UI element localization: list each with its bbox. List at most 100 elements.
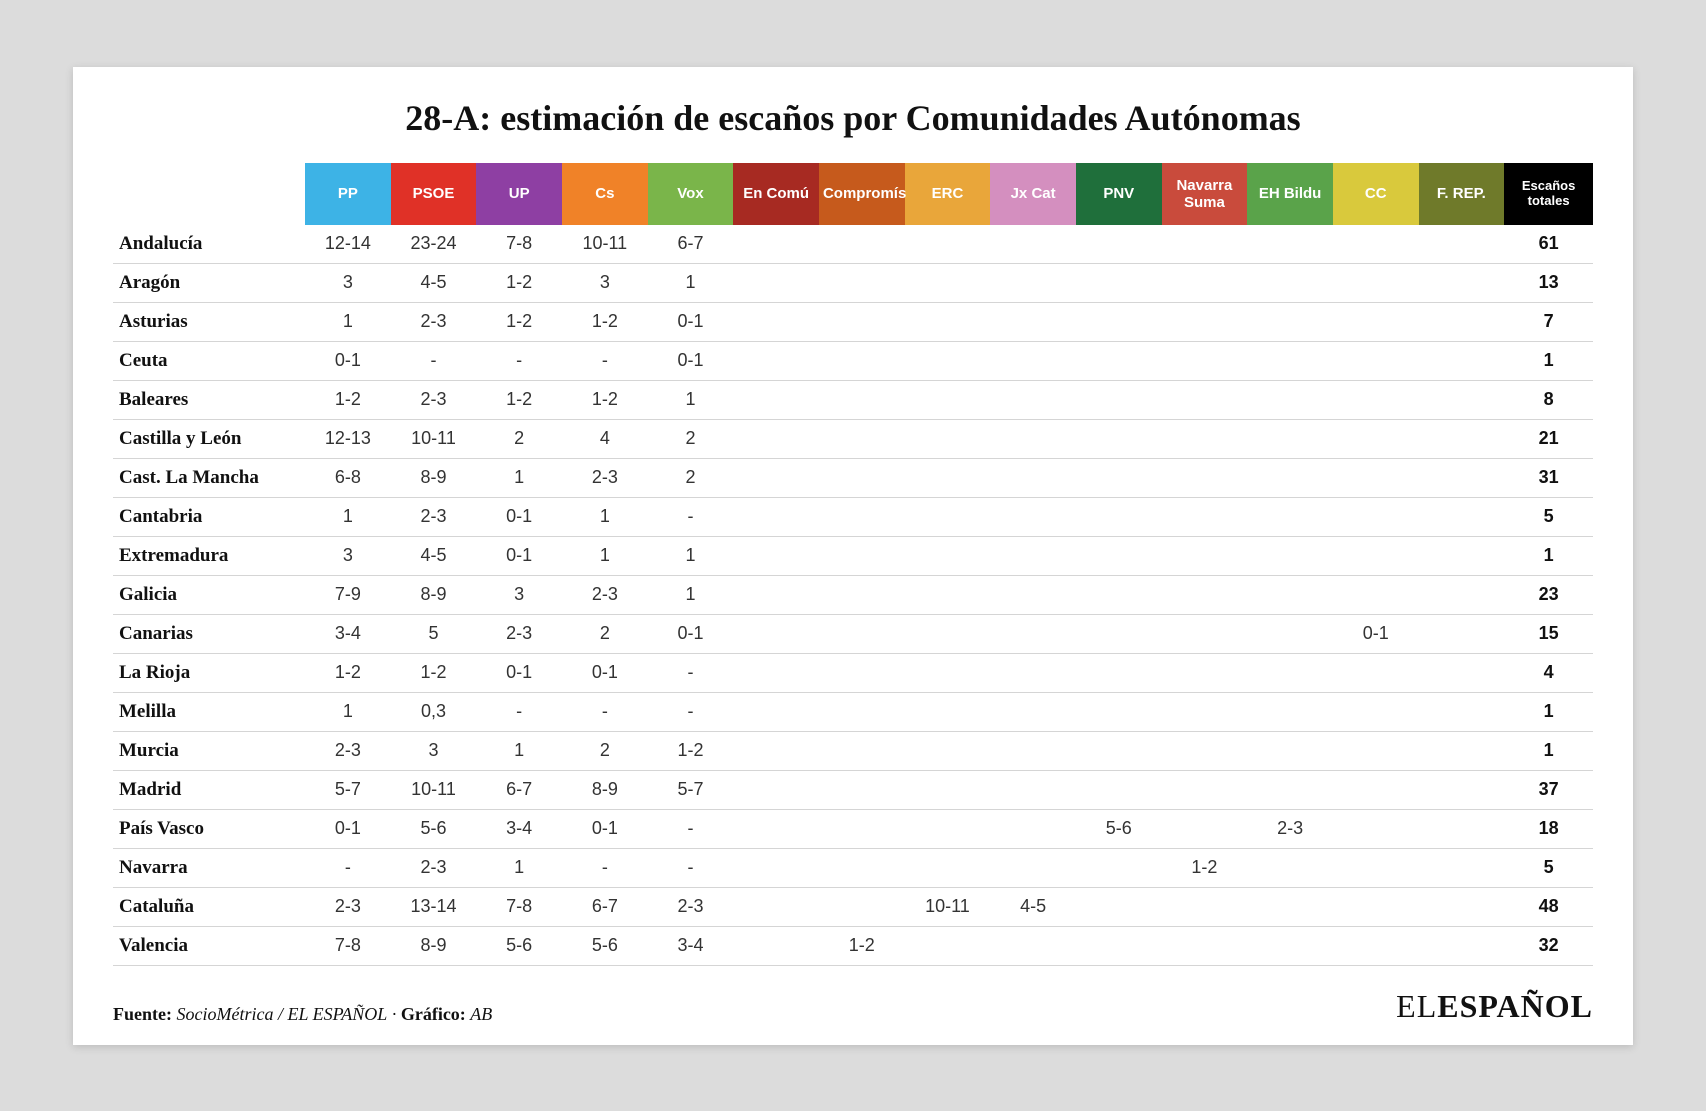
cell-erc: [905, 848, 991, 887]
cell-psoe: 2-3: [391, 848, 477, 887]
cell-pp: 0-1: [305, 809, 391, 848]
region-name: Cast. La Mancha: [113, 458, 305, 497]
cell-psoe: 5: [391, 614, 477, 653]
cell-jxcat: [990, 809, 1076, 848]
table-row: Galicia7-98-932-3123: [113, 575, 1593, 614]
cell-pnv: [1076, 302, 1162, 341]
source-value: SocioMétrica / EL ESPAÑOL: [176, 1004, 387, 1024]
cell-pnv: [1076, 692, 1162, 731]
cell-jxcat: [990, 614, 1076, 653]
cell-total: 4: [1504, 653, 1593, 692]
cell-cc: [1333, 263, 1419, 302]
cell-psoe: 10-11: [391, 770, 477, 809]
region-name: Cataluña: [113, 887, 305, 926]
header-total: Escaños totales: [1504, 163, 1593, 225]
cell-frep: [1419, 848, 1505, 887]
source-line: Fuente: SocioMétrica / EL ESPAÑOL · Gráf…: [113, 1004, 492, 1025]
cell-nsuma: [1162, 263, 1248, 302]
cell-ehbildu: [1247, 731, 1333, 770]
cell-pp: 7-9: [305, 575, 391, 614]
cell-total: 32: [1504, 926, 1593, 965]
cell-ehbildu: [1247, 692, 1333, 731]
cell-compromis: [819, 497, 905, 536]
cell-erc: [905, 614, 991, 653]
cell-up: 2: [476, 419, 562, 458]
cell-nsuma: [1162, 770, 1248, 809]
cell-cc: [1333, 731, 1419, 770]
cell-encomu: [733, 575, 819, 614]
cell-pnv: [1076, 653, 1162, 692]
cell-frep: [1419, 302, 1505, 341]
source-label: Fuente:: [113, 1004, 172, 1024]
cell-total: 18: [1504, 809, 1593, 848]
cell-vox: 1-2: [648, 731, 734, 770]
region-name: Castilla y León: [113, 419, 305, 458]
cell-encomu: [733, 497, 819, 536]
cell-nsuma: [1162, 692, 1248, 731]
cell-compromis: [819, 341, 905, 380]
cell-frep: [1419, 731, 1505, 770]
cell-erc: [905, 536, 991, 575]
seats-table: PPPSOEUPCsVoxEn ComúCompromísERCJx CatPN…: [113, 163, 1593, 966]
cell-jxcat: [990, 263, 1076, 302]
region-name: País Vasco: [113, 809, 305, 848]
cell-frep: [1419, 458, 1505, 497]
header-nsuma: Navarra Suma: [1162, 163, 1248, 225]
cell-cc: [1333, 809, 1419, 848]
region-name: Andalucía: [113, 225, 305, 264]
cell-ehbildu: 2-3: [1247, 809, 1333, 848]
cell-cc: [1333, 575, 1419, 614]
cell-jxcat: [990, 302, 1076, 341]
cell-frep: [1419, 497, 1505, 536]
cell-psoe: 13-14: [391, 887, 477, 926]
cell-psoe: 4-5: [391, 536, 477, 575]
cell-cs: 6-7: [562, 887, 648, 926]
cell-vox: 1: [648, 263, 734, 302]
cell-erc: [905, 809, 991, 848]
cell-pp: -: [305, 848, 391, 887]
cell-encomu: [733, 458, 819, 497]
cell-compromis: [819, 848, 905, 887]
cell-cs: 0-1: [562, 653, 648, 692]
cell-cs: 1: [562, 536, 648, 575]
cell-vox: 2-3: [648, 887, 734, 926]
cell-up: 3: [476, 575, 562, 614]
table-header-row: PPPSOEUPCsVoxEn ComúCompromísERCJx CatPN…: [113, 163, 1593, 225]
cell-cs: 1: [562, 497, 648, 536]
cell-jxcat: [990, 536, 1076, 575]
cell-total: 5: [1504, 497, 1593, 536]
cell-erc: [905, 575, 991, 614]
cell-pp: 1: [305, 302, 391, 341]
cell-up: 1-2: [476, 380, 562, 419]
region-name: Valencia: [113, 926, 305, 965]
cell-pp: 6-8: [305, 458, 391, 497]
table-row: Cantabria12-30-11-5: [113, 497, 1593, 536]
table-row: Castilla y León12-1310-1124221: [113, 419, 1593, 458]
table-row: País Vasco0-15-63-40-1-5-62-318: [113, 809, 1593, 848]
cell-ehbildu: [1247, 419, 1333, 458]
cell-nsuma: [1162, 419, 1248, 458]
region-name: Asturias: [113, 302, 305, 341]
cell-vox: 0-1: [648, 614, 734, 653]
header-jxcat: Jx Cat: [990, 163, 1076, 225]
cell-vox: 3-4: [648, 926, 734, 965]
cell-compromis: [819, 770, 905, 809]
table-row: Andalucía12-1423-247-810-116-761: [113, 225, 1593, 264]
cell-pnv: [1076, 887, 1162, 926]
cell-ehbildu: [1247, 575, 1333, 614]
header-blank: [113, 163, 305, 225]
cell-cc: [1333, 653, 1419, 692]
cell-psoe: 23-24: [391, 225, 477, 264]
cell-cs: 1-2: [562, 302, 648, 341]
cell-total: 31: [1504, 458, 1593, 497]
cell-compromis: [819, 692, 905, 731]
cell-psoe: 5-6: [391, 809, 477, 848]
cell-cc: [1333, 926, 1419, 965]
cell-up: 1-2: [476, 263, 562, 302]
cell-psoe: -: [391, 341, 477, 380]
table-row: Canarias3-452-320-10-115: [113, 614, 1593, 653]
cell-nsuma: [1162, 497, 1248, 536]
cell-cs: 3: [562, 263, 648, 302]
cell-ehbildu: [1247, 614, 1333, 653]
cell-cc: [1333, 458, 1419, 497]
